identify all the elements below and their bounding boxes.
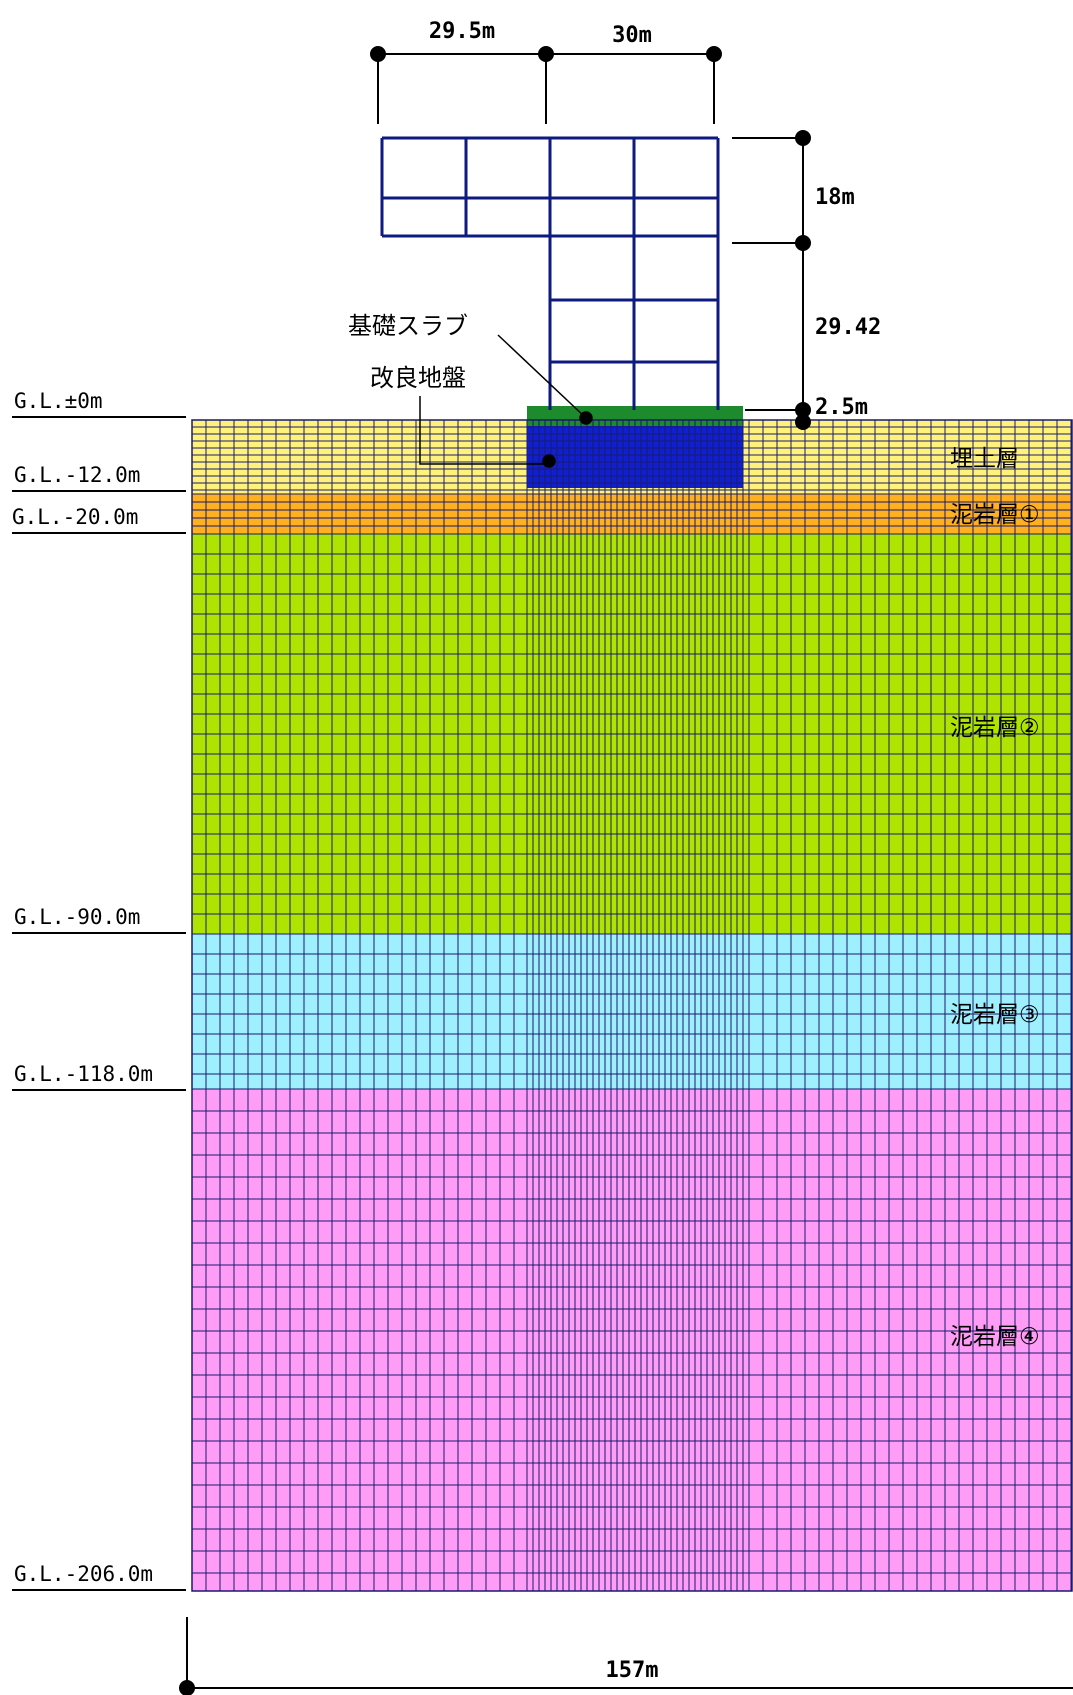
layer-label-mudstone-2: 泥岩層② (950, 715, 1040, 741)
layer-fill-mudstone-3 (192, 934, 1072, 1089)
top-dim-dot-mid (538, 46, 554, 62)
layer-label-mudstone-1: 泥岩層① (950, 502, 1040, 528)
leader-improved-ground (419, 396, 549, 465)
gl-label-118: G.L.-118.0m (14, 1062, 153, 1086)
gl-label-12: G.L.-12.0m (14, 463, 140, 487)
layer-fill-mudstone-4 (192, 1089, 1072, 1591)
right-dim-dot-top (795, 130, 811, 146)
callout-foundation-slab: 基礎スラブ (348, 312, 468, 340)
model-outline (191, 419, 1073, 1592)
top-dim-dot-right (706, 46, 722, 62)
gl-label-0: G.L.±0m (14, 389, 103, 413)
right-dim-dot-mid (795, 235, 811, 251)
building-frame (380, 136, 720, 410)
dim-lower-height: 29.42 (815, 315, 881, 340)
layer-fill-mudstone-1 (192, 494, 1072, 534)
top-dim-dot-left (370, 46, 386, 62)
gl-label-20: G.L.-20.0m (12, 505, 138, 529)
layer-label-mudstone-4: 泥岩層④ (950, 1324, 1040, 1350)
dim-left-width: 29.5m (429, 19, 495, 44)
bottom-dimension (179, 1617, 1073, 1695)
dim-model-width: 157m (606, 1658, 659, 1683)
dim-slab-thickness: 2.5m (815, 395, 868, 420)
leader-dot-slab (579, 411, 593, 425)
layer-labels: 埋土層 泥岩層① 泥岩層② 泥岩層③ 泥岩層④ (950, 446, 1040, 1350)
callout-leaders (419, 334, 593, 468)
soil-layers (192, 420, 1072, 1591)
right-dimensions (732, 130, 811, 430)
dim-upper-height: 18m (815, 185, 855, 210)
gl-label-206: G.L.-206.0m (14, 1562, 153, 1586)
right-dim-dot-ground (795, 414, 811, 430)
leader-dot-improved (542, 454, 556, 468)
layer-label-mudstone-3: 泥岩層③ (950, 1002, 1040, 1028)
callout-improved-ground: 改良地盤 (370, 364, 466, 392)
top-dimensions (370, 46, 722, 124)
fem-mesh (191, 419, 1072, 1591)
dim-right-width: 30m (612, 23, 652, 48)
leader-foundation-slab (497, 334, 587, 419)
gl-label-90: G.L.-90.0m (14, 905, 140, 929)
ground-level-markers: G.L.±0m G.L.-12.0m G.L.-20.0m G.L.-90.0m… (12, 389, 186, 1591)
layer-label-fill-soil: 埋土層 (950, 446, 1019, 472)
bottom-dim-dot-left (179, 1680, 195, 1695)
